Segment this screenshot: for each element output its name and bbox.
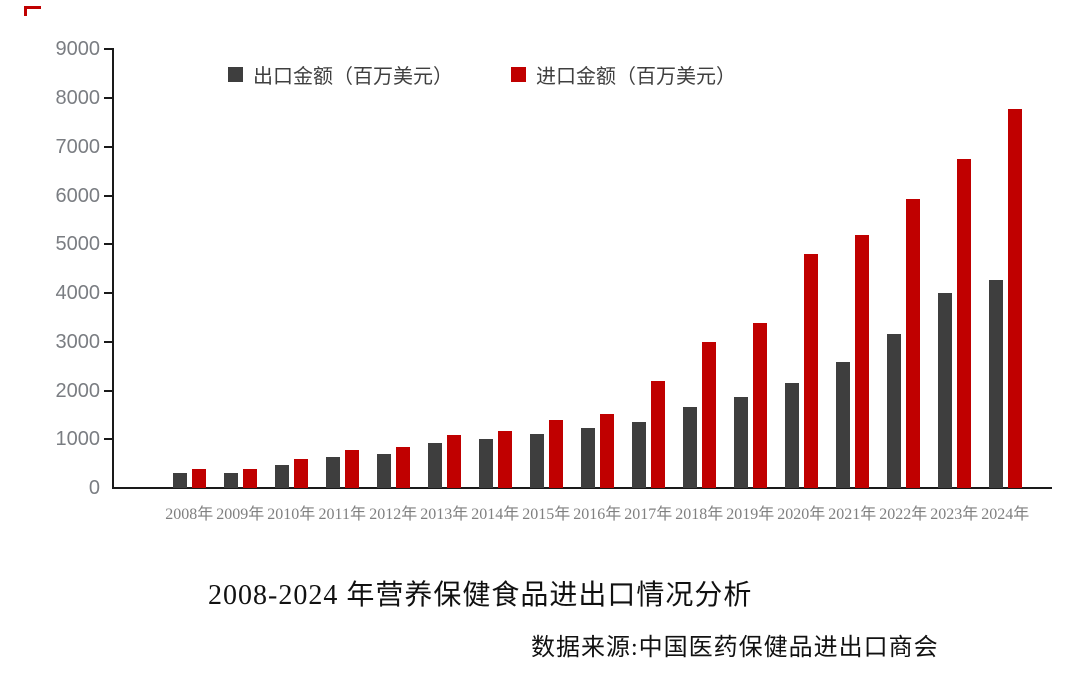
- bar-export-2021年: [835, 361, 850, 488]
- bar-export-2015年: [529, 433, 544, 488]
- x-label-2023年: 2023年: [930, 506, 979, 523]
- bar-import-2017年: [650, 381, 665, 488]
- x-label-2015年: 2015年: [522, 506, 571, 523]
- x-label-2019年: 2019年: [726, 506, 775, 523]
- data-source: 数据来源:中国医药保健品进出口商会: [531, 635, 939, 661]
- y-tick-label-2000: 2000: [55, 379, 101, 402]
- y-tick-label-0: 0: [88, 477, 100, 499]
- bar-export-2020年: [784, 383, 799, 488]
- bar-import-2008年: [191, 468, 206, 488]
- bar-import-2024年: [1007, 109, 1022, 488]
- bar-export-2014年: [478, 439, 493, 488]
- bar-import-2010年: [293, 458, 308, 488]
- bar-export-2023年: [937, 292, 952, 488]
- y-tick-label-9000: 9000: [55, 38, 101, 61]
- y-tick-mark-8000: [104, 97, 113, 99]
- legend-swatch-icon: [228, 67, 243, 82]
- bar-export-2008年: [172, 473, 187, 488]
- y-tick-mark-3000: [104, 340, 113, 343]
- bar-import-2013年: [446, 434, 461, 488]
- bar-import-2022年: [905, 198, 920, 488]
- x-label-2013年: 2013年: [420, 506, 469, 523]
- bar-export-2013年: [427, 443, 442, 488]
- bar-import-2020年: [803, 254, 818, 488]
- bar-export-2024年: [988, 279, 1003, 488]
- x-label-2017年: 2017年: [624, 506, 673, 523]
- bar-export-2010年: [274, 465, 289, 488]
- legend-swatch-icon: [511, 67, 526, 82]
- bar-import-2023年: [956, 158, 971, 488]
- x-label-2012年: 2012年: [369, 506, 418, 523]
- red-corner-mark: [24, 6, 41, 16]
- y-tick-mark-4000: [104, 292, 113, 294]
- x-label-2021年: 2021年: [828, 506, 877, 523]
- bar-export-2009年: [223, 473, 238, 488]
- bar-import-2015年: [548, 420, 563, 488]
- legend-label: 进口金额（百万美元）: [536, 66, 736, 88]
- legend-item-import: 进口金额（百万美元）: [511, 60, 736, 89]
- x-label-2011年: 2011年: [318, 506, 366, 523]
- chart-legend: 出口金额（百万美元） 进口金额（百万美元）: [228, 60, 736, 89]
- x-label-2010年: 2010年: [267, 506, 316, 523]
- y-tick-mark-9000: [104, 48, 113, 51]
- bar-import-2018年: [701, 341, 716, 488]
- x-axis: [112, 487, 1052, 489]
- bar-import-2014年: [497, 431, 512, 488]
- bar-import-2021年: [854, 235, 869, 488]
- x-label-2024年: 2024年: [981, 506, 1030, 523]
- bar-export-2016年: [580, 428, 595, 488]
- y-tick-mark-2000: [104, 389, 113, 392]
- y-tick-mark-6000: [104, 194, 113, 197]
- bar-export-2011年: [325, 457, 340, 488]
- y-tick-label-4000: 4000: [55, 282, 101, 304]
- x-label-2018年: 2018年: [675, 506, 724, 523]
- y-tick-label-3000: 3000: [55, 330, 101, 353]
- y-axis: [112, 48, 114, 488]
- x-label-2008年: 2008年: [165, 506, 214, 523]
- chart-title: 2008-2024 年营养保健食品进出口情况分析: [208, 580, 753, 611]
- x-label-2022年: 2022年: [879, 506, 928, 523]
- x-label-2020年: 2020年: [777, 506, 826, 523]
- y-tick-mark-1000: [104, 438, 113, 441]
- bar-import-2011年: [344, 450, 359, 488]
- y-tick-label-8000: 8000: [55, 87, 101, 109]
- legend-item-export: 出口金额（百万美元）: [228, 60, 453, 89]
- bar-import-2019年: [752, 322, 767, 488]
- bar-export-2018年: [682, 407, 697, 488]
- bar-import-2009年: [242, 468, 257, 488]
- bar-import-2012年: [395, 447, 410, 488]
- bar-export-2019年: [733, 397, 748, 488]
- y-tick-label-7000: 7000: [55, 135, 101, 158]
- y-tick-mark-5000: [104, 243, 113, 246]
- bar-import-2016年: [599, 413, 614, 488]
- y-tick-label-6000: 6000: [55, 184, 101, 207]
- legend-label: 出口金额（百万美元）: [253, 66, 453, 88]
- x-label-2016年: 2016年: [573, 506, 622, 523]
- bar-export-2017年: [631, 421, 646, 488]
- x-label-2009年: 2009年: [216, 506, 265, 523]
- y-tick-mark-7000: [104, 145, 113, 148]
- y-tick-label-5000: 5000: [55, 233, 101, 256]
- y-tick-label-1000: 1000: [55, 428, 101, 451]
- bar-export-2012年: [376, 453, 391, 488]
- bar-export-2022年: [886, 333, 901, 488]
- x-label-2014年: 2014年: [471, 506, 520, 523]
